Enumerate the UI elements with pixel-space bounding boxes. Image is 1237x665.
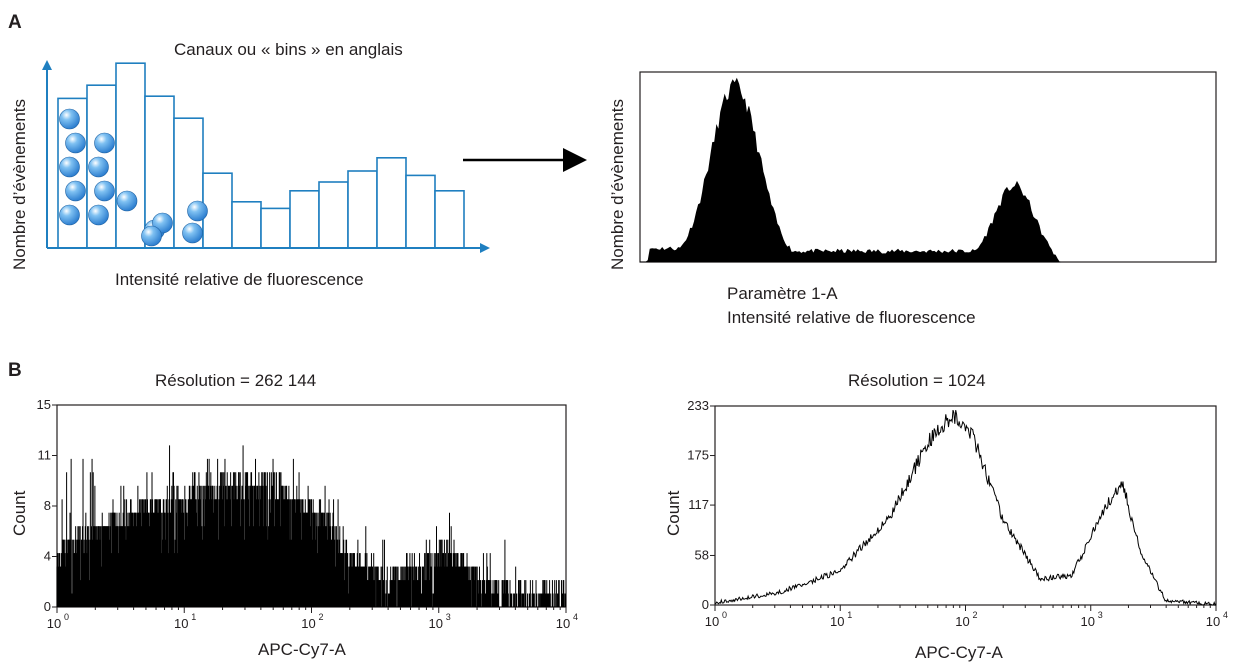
bins-x-arrowhead bbox=[480, 243, 490, 253]
left-x-tick-label: 10 bbox=[47, 616, 61, 631]
cell-sphere bbox=[65, 180, 86, 202]
left-x-tick-label: 10 bbox=[556, 616, 570, 631]
chart-right-title: Résolution = 1024 bbox=[848, 371, 986, 390]
chart-right-x-title: APC-Cy7-A bbox=[915, 643, 1003, 662]
cell-sphere bbox=[141, 225, 162, 247]
transition-arrow bbox=[463, 148, 587, 172]
cell-sphere bbox=[116, 190, 138, 212]
left-y-tick-label: 0 bbox=[44, 599, 51, 614]
cell-sphere bbox=[59, 204, 80, 226]
left-y-tick-label: 4 bbox=[44, 549, 51, 564]
right-x-tick-label: 10 bbox=[1206, 614, 1220, 629]
bin-bar bbox=[347, 170, 378, 249]
left-x-tick-exponent: 2 bbox=[319, 612, 324, 622]
cell-sphere bbox=[94, 180, 115, 202]
cell-sphere bbox=[88, 156, 109, 178]
right-series-line bbox=[714, 409, 1217, 607]
bins-schematic bbox=[42, 60, 490, 253]
cell-sphere bbox=[65, 132, 86, 154]
cell-sphere bbox=[187, 200, 208, 222]
right-x-tick-label: 10 bbox=[705, 614, 719, 629]
left-x-tick-exponent: 3 bbox=[446, 612, 451, 622]
param-x-label-line2: Intensité relative de fluorescence bbox=[727, 308, 976, 327]
left-x-tick-exponent: 4 bbox=[573, 612, 578, 622]
bin-bar bbox=[231, 201, 262, 249]
left-x-tick-exponent: 1 bbox=[191, 612, 196, 622]
left-x-tick-label: 10 bbox=[429, 616, 443, 631]
bin-bar bbox=[115, 62, 146, 249]
bins-title: Canaux ou « bins » en anglais bbox=[174, 40, 403, 59]
right-x-tick-label: 10 bbox=[1081, 614, 1095, 629]
panel-a-label: A bbox=[8, 12, 22, 33]
right-x-tick-exponent: 2 bbox=[973, 610, 978, 620]
cell-sphere bbox=[59, 156, 80, 178]
right-x-tick-label: 10 bbox=[955, 614, 969, 629]
right-y-tick-label: 175 bbox=[687, 448, 709, 463]
parameter-1a-histogram bbox=[639, 71, 1217, 263]
param-x-label-line1: Paramètre 1-A bbox=[727, 284, 838, 303]
left-y-tick-label: 8 bbox=[44, 498, 51, 513]
left-y-tick-label: 15 bbox=[37, 397, 51, 412]
left-bars bbox=[56, 445, 566, 607]
cell-sphere bbox=[182, 222, 203, 244]
cell-sphere bbox=[59, 108, 80, 130]
left-x-tick-exponent: 0 bbox=[64, 612, 69, 622]
chart-left-x-title: APC-Cy7-A bbox=[258, 640, 346, 659]
left-y-tick-label: 11 bbox=[38, 448, 52, 463]
param-area bbox=[640, 77, 1061, 263]
right-frame bbox=[714, 405, 1217, 606]
right-x-tick-label: 10 bbox=[830, 614, 844, 629]
right-x-tick-exponent: 0 bbox=[722, 610, 727, 620]
bins-y-arrowhead bbox=[42, 60, 52, 70]
right-y-tick-label: 117 bbox=[688, 497, 709, 512]
right-y-tick-label: 58 bbox=[695, 547, 709, 562]
right-y-tick-label: 0 bbox=[702, 597, 709, 612]
right-x-tick-exponent: 4 bbox=[1223, 610, 1228, 620]
right-x-tick-exponent: 3 bbox=[1098, 610, 1103, 620]
right-x-tick-exponent: 1 bbox=[847, 610, 852, 620]
chart-left-title: Résolution = 262 144 bbox=[155, 371, 317, 390]
cell-sphere bbox=[94, 132, 115, 154]
left-x-axis-title: Intensité relative de fluorescence bbox=[115, 270, 364, 289]
left-x-tick-label: 10 bbox=[174, 616, 188, 631]
right-y-tick-label: 233 bbox=[687, 398, 709, 413]
left-x-tick-label: 10 bbox=[301, 616, 315, 631]
arrow-head bbox=[563, 148, 587, 172]
panel-b-label: B bbox=[8, 360, 22, 381]
cell-sphere bbox=[88, 204, 109, 226]
